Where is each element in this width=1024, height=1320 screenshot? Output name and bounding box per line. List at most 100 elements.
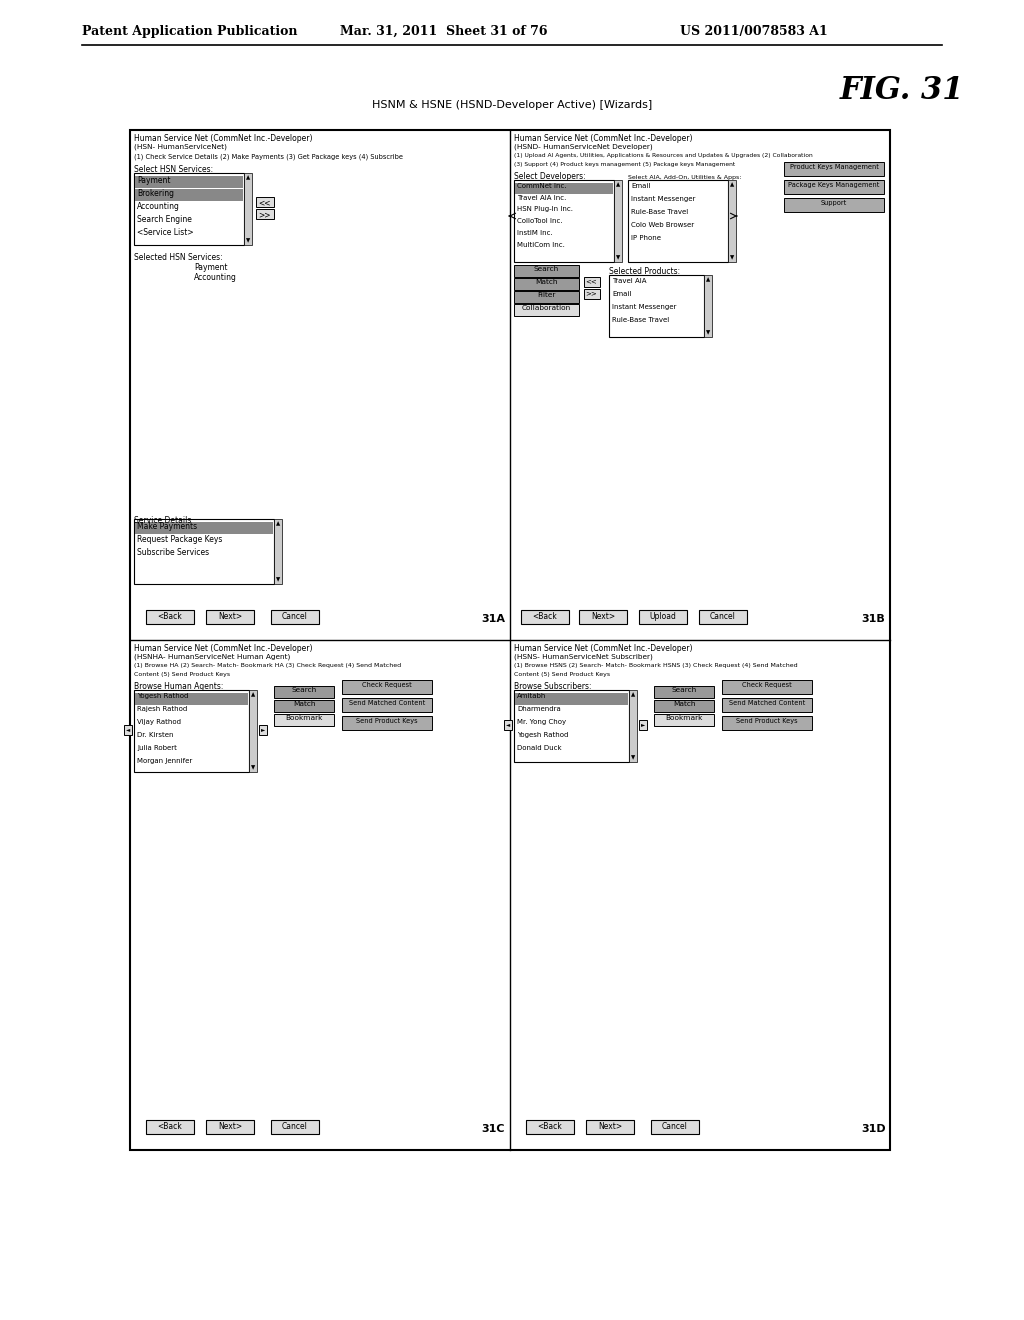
Text: Next>: Next> — [598, 1122, 622, 1131]
Bar — [135, 693, 248, 705]
Text: Human Service Net (CommNet Inc.-Developer): Human Service Net (CommNet Inc.-Develope… — [514, 644, 692, 653]
Bar — [259, 725, 267, 735]
Text: (1) Upload AI Agents, Utilities, Applications & Resources and Updates & Upgrades: (1) Upload AI Agents, Utilities, Applica… — [514, 153, 813, 158]
Bar — [274, 519, 282, 583]
Bar — [784, 198, 884, 213]
Bar — [274, 686, 334, 698]
Text: Select HSN Services:: Select HSN Services: — [134, 165, 213, 174]
Bar — [651, 1119, 699, 1134]
Text: Accounting: Accounting — [194, 273, 237, 282]
Text: Cancel: Cancel — [282, 1122, 308, 1131]
Text: ▲: ▲ — [251, 692, 255, 697]
Text: Check Request: Check Request — [362, 682, 412, 688]
Text: <Back: <Back — [158, 612, 182, 620]
Text: Product Keys Management: Product Keys Management — [790, 164, 879, 170]
Text: Send Product Keys: Send Product Keys — [356, 718, 418, 723]
Text: InstIM Inc.: InstIM Inc. — [517, 230, 553, 236]
Bar — [135, 176, 243, 187]
Bar — [342, 680, 432, 694]
Text: Human Service Net (CommNet Inc.-Developer): Human Service Net (CommNet Inc.-Develope… — [514, 135, 692, 143]
Text: ▼: ▼ — [275, 577, 281, 582]
Bar — [146, 610, 194, 624]
Text: HSN Plug-In Inc.: HSN Plug-In Inc. — [517, 206, 573, 213]
Text: Morgan Jennifer: Morgan Jennifer — [137, 758, 193, 764]
Bar — [609, 275, 705, 337]
Text: Vijay Rathod: Vijay Rathod — [137, 719, 181, 725]
Bar — [124, 725, 132, 735]
Text: Yogesh Rathod: Yogesh Rathod — [517, 733, 568, 738]
Bar — [526, 1119, 574, 1134]
Text: >>: >> — [258, 210, 270, 219]
Bar — [135, 521, 273, 535]
Text: FIG. 31: FIG. 31 — [840, 75, 965, 106]
Text: <<: << — [585, 279, 597, 284]
Text: ▲: ▲ — [246, 176, 250, 180]
Text: ◄: ◄ — [126, 727, 130, 733]
Text: >>: >> — [585, 290, 597, 296]
Bar — [654, 686, 714, 698]
Bar — [135, 189, 243, 201]
Bar — [584, 289, 600, 300]
Text: Cancel: Cancel — [710, 612, 736, 620]
Bar — [705, 275, 712, 337]
Text: ▼: ▼ — [631, 755, 635, 760]
Bar — [628, 180, 728, 261]
Text: Payment: Payment — [194, 263, 227, 272]
Text: Travel AIA: Travel AIA — [612, 279, 646, 284]
Bar — [722, 680, 812, 694]
Text: Select AIA, Add-On, Utilities & Apps:: Select AIA, Add-On, Utilities & Apps: — [628, 176, 741, 180]
Bar — [256, 197, 274, 207]
Text: Browse Subscribers:: Browse Subscribers: — [514, 682, 592, 690]
Bar — [274, 714, 334, 726]
Text: Julia Robert: Julia Robert — [137, 744, 177, 751]
Text: Bookmark: Bookmark — [286, 715, 323, 721]
Text: Accounting: Accounting — [137, 202, 180, 211]
Text: Payment: Payment — [137, 176, 171, 185]
Text: Human Service Net (CommNet Inc.-Developer): Human Service Net (CommNet Inc.-Develope… — [134, 135, 312, 143]
Bar — [206, 1119, 254, 1134]
Text: ▲: ▲ — [706, 277, 710, 282]
Text: Selected HSN Services:: Selected HSN Services: — [134, 253, 222, 261]
Text: ▼: ▼ — [730, 255, 734, 260]
Text: (1) Browse HSNS (2) Search- Match- Bookmark HSNS (3) Check Request (4) Send Matc: (1) Browse HSNS (2) Search- Match- Bookm… — [514, 663, 798, 668]
Bar — [722, 715, 812, 730]
Bar — [654, 700, 714, 711]
Text: Human Service Net (CommNet Inc.-Developer): Human Service Net (CommNet Inc.-Develope… — [134, 644, 312, 653]
Text: US 2011/0078583 A1: US 2011/0078583 A1 — [680, 25, 827, 38]
Text: Cancel: Cancel — [282, 612, 308, 620]
Bar — [514, 265, 579, 277]
Text: Rule-Base Travel: Rule-Base Travel — [631, 209, 688, 215]
Bar — [514, 290, 579, 304]
Text: Search Engine: Search Engine — [137, 215, 191, 224]
Text: ▼: ▼ — [246, 238, 250, 243]
Bar — [521, 610, 569, 624]
Text: Cancel: Cancel — [663, 1122, 688, 1131]
Text: ▲: ▲ — [631, 692, 635, 697]
Bar — [722, 698, 812, 711]
Text: <Back: <Back — [158, 1122, 182, 1131]
Bar — [784, 162, 884, 176]
Text: Content (5) Send Product Keys: Content (5) Send Product Keys — [134, 672, 230, 677]
Text: Match: Match — [673, 701, 695, 708]
Text: Selected Products:: Selected Products: — [609, 267, 680, 276]
Bar — [728, 180, 736, 261]
Text: Rajesh Rathod: Rajesh Rathod — [137, 706, 187, 711]
Bar — [504, 719, 512, 730]
Text: Match: Match — [535, 279, 557, 285]
Text: <<: << — [258, 198, 270, 207]
Text: ▼: ▼ — [251, 766, 255, 770]
Bar — [342, 715, 432, 730]
Text: Collaboration: Collaboration — [521, 305, 570, 312]
Text: (HSNS- HumanServiceNet Subscriber): (HSNS- HumanServiceNet Subscriber) — [514, 653, 653, 660]
Text: ColloTool Inc.: ColloTool Inc. — [517, 218, 562, 224]
Text: Mr. Yong Choy: Mr. Yong Choy — [517, 719, 566, 725]
Text: Email: Email — [612, 290, 632, 297]
Text: Dharmendra: Dharmendra — [517, 706, 561, 711]
Text: Travel AIA Inc.: Travel AIA Inc. — [517, 195, 566, 201]
Bar — [271, 610, 319, 624]
Text: Next>: Next> — [218, 612, 242, 620]
Bar — [130, 129, 890, 1150]
Text: Support: Support — [821, 201, 847, 206]
Bar — [514, 279, 579, 290]
Text: 31C: 31C — [481, 1125, 505, 1134]
